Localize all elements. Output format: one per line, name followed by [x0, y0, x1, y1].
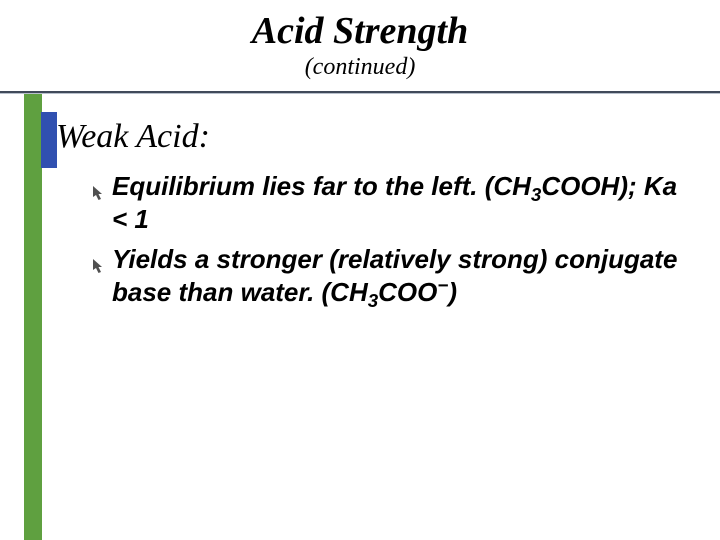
slide: Acid Strength (continued) Weak Acid: Equ… — [0, 0, 720, 540]
sidebar-accent-blue — [41, 112, 57, 168]
slide-subtitle: (continued) — [0, 54, 720, 81]
sidebar-accent-green — [24, 92, 42, 540]
section-heading: Weak Acid: — [56, 118, 210, 156]
pointer-icon — [90, 177, 108, 210]
bullet-text: Yields a stronger (relatively strong) co… — [112, 243, 690, 310]
pointer-icon — [90, 250, 108, 283]
bullet-item: Yields a stronger (relatively strong) co… — [90, 243, 690, 310]
bullet-text: Equilibrium lies far to the left. (CH3CO… — [112, 170, 690, 237]
title-rule-light — [0, 93, 720, 94]
slide-title: Acid Strength — [0, 12, 720, 52]
body-content: Equilibrium lies far to the left. (CH3CO… — [90, 170, 690, 315]
bullet-lead: Equilibrium — [112, 171, 255, 201]
bullet-item: Equilibrium lies far to the left. (CH3CO… — [90, 170, 690, 237]
title-block: Acid Strength (continued) — [0, 12, 720, 81]
bullet-lead: Yields — [112, 244, 188, 274]
bullet-rest: a stronger (relatively strong) conjugate… — [112, 244, 677, 307]
